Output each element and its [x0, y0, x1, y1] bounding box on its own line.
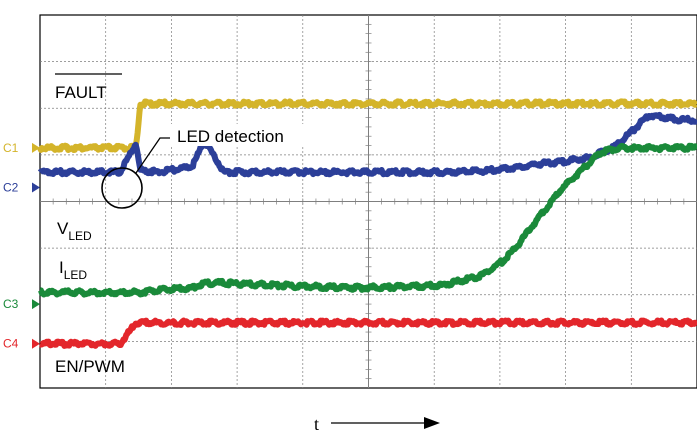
detection-circle — [101, 167, 143, 209]
grid — [39, 14, 697, 389]
time-arrow-head — [424, 417, 440, 429]
enpwm-label: EN/PWM — [55, 357, 125, 376]
iled-label: ILED — [59, 258, 87, 282]
channel-arrow-c4 — [32, 338, 40, 349]
traces — [37, 98, 697, 349]
annotation-leader — [135, 137, 170, 174]
trace-c1 — [37, 98, 697, 153]
led-detection-annotation: LED detection — [177, 127, 284, 146]
trace-c3 — [37, 142, 697, 298]
channel-arrow-c1 — [32, 142, 40, 153]
channel-arrow-c3 — [32, 299, 40, 310]
channel-marker-c4: C4 — [3, 337, 19, 351]
fault-label: FAULT — [55, 83, 107, 102]
channel-markers: C1 C2 C3 C4 — [3, 141, 40, 351]
channel-marker-c2: C2 — [3, 181, 19, 195]
trace-c2 — [37, 111, 697, 178]
channel-arrow-c2 — [32, 182, 40, 193]
channel-marker-c1: C1 — [3, 141, 19, 155]
vled-label: VLED — [57, 219, 92, 243]
channel-marker-c3: C3 — [3, 297, 19, 311]
time-axis-label: t — [314, 414, 319, 430]
annotation-bg — [170, 124, 320, 146]
trace-c4 — [37, 317, 697, 349]
